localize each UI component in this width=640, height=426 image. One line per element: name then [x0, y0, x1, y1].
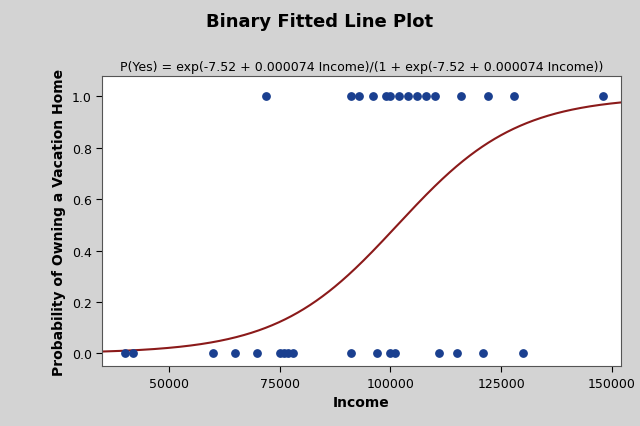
Point	[509, 94, 520, 101]
Point	[412, 94, 422, 101]
Point	[478, 350, 488, 357]
Point	[381, 94, 391, 101]
Point	[128, 350, 138, 357]
Point	[120, 350, 130, 357]
Point	[394, 94, 404, 101]
Point	[230, 350, 241, 357]
Point	[429, 94, 440, 101]
Point	[434, 350, 444, 357]
Point	[518, 350, 529, 357]
Point	[288, 350, 298, 357]
Point	[385, 350, 396, 357]
X-axis label: Income: Income	[333, 395, 390, 409]
Point	[208, 350, 218, 357]
Point	[261, 94, 271, 101]
Point	[346, 94, 356, 101]
Point	[452, 350, 462, 357]
Title: P(Yes) = exp(-7.52 + 0.000074 Income)/(1 + exp(-7.52 + 0.000074 Income)): P(Yes) = exp(-7.52 + 0.000074 Income)/(1…	[120, 61, 604, 74]
Point	[598, 94, 608, 101]
Point	[390, 350, 400, 357]
Point	[483, 94, 493, 101]
Point	[252, 350, 262, 357]
Point	[279, 350, 289, 357]
Point	[372, 350, 382, 357]
Point	[367, 94, 378, 101]
Point	[403, 94, 413, 101]
Point	[420, 94, 431, 101]
Text: Binary Fitted Line Plot: Binary Fitted Line Plot	[207, 13, 433, 31]
Point	[275, 350, 285, 357]
Y-axis label: Probability of Owning a Vacation Home: Probability of Owning a Vacation Home	[52, 68, 67, 375]
Point	[456, 94, 467, 101]
Point	[284, 350, 294, 357]
Point	[346, 350, 356, 357]
Point	[385, 94, 396, 101]
Point	[355, 94, 365, 101]
